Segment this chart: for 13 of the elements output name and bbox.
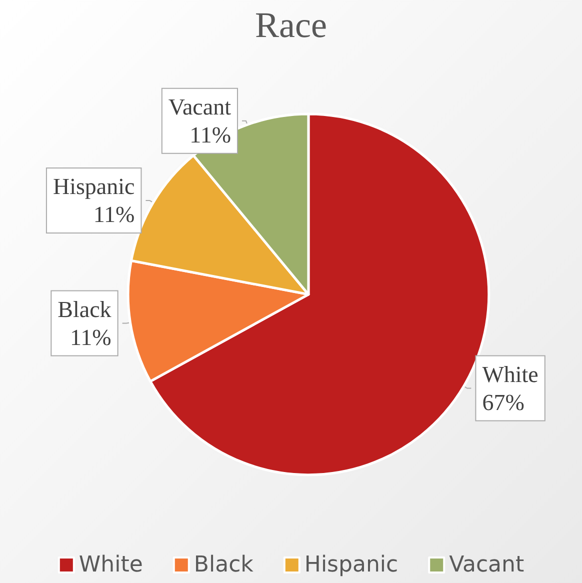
data-label: 11% <box>70 324 112 350</box>
legend-label: Hispanic <box>304 552 398 578</box>
data-label: 11% <box>93 202 135 228</box>
slice-label: White <box>482 362 538 387</box>
data-label: 11% <box>190 122 231 148</box>
slice-label: Hispanic <box>52 174 135 200</box>
legend-label: Vacant <box>449 552 524 578</box>
chart-title: Race <box>255 5 327 45</box>
legend-label: Black <box>194 552 254 578</box>
legend-label: White <box>78 552 143 578</box>
slice-label: Vacant <box>168 94 232 120</box>
slice-label: Black <box>58 296 112 322</box>
data-label: 67% <box>482 390 524 415</box>
